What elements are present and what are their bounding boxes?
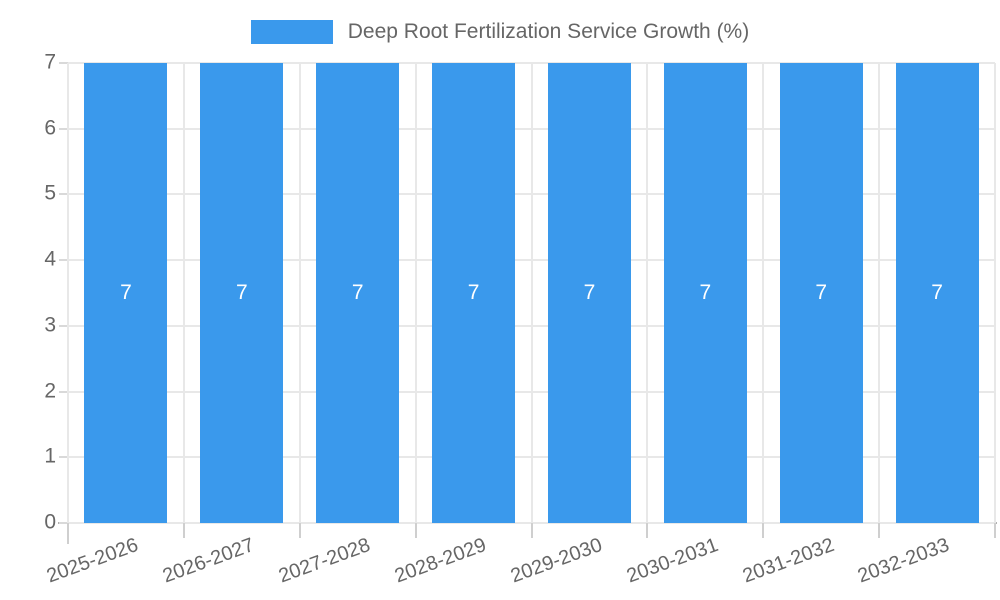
x-axis-tick-label: 2028-2029 [391,534,490,588]
y-tick [59,324,68,327]
y-axis-labels: 0 1 2 3 4 5 6 7 [0,51,56,534]
x-tick [878,523,881,538]
x-axis-tick-label: 2031-2032 [739,534,837,588]
gridline-vertical [530,63,533,523]
bar[interactable]: 7 [547,63,631,523]
y-axis-tick-label: 7 [44,50,56,74]
legend-label: Deep Root Fertilization Service Growth (… [347,20,750,43]
gridline-vertical [994,63,996,523]
bar-value-label: 7 [583,281,596,304]
bar[interactable]: 7 [200,63,284,523]
y-tick [59,390,68,393]
bar[interactable]: 7 [779,63,863,523]
bar[interactable]: 7 [316,63,400,523]
x-axis-tick-label: 2029-2030 [507,534,605,588]
y-axis-tick-label: 5 [44,181,56,205]
x-tick [994,523,996,538]
legend-swatch [250,20,333,44]
x-tick [67,523,69,544]
gridline-vertical [182,63,185,523]
x-tick [530,523,533,538]
gridline-vertical [878,63,881,523]
bar-value-label: 7 [815,281,828,304]
y-tick [59,522,68,524]
gridline-vertical [67,63,69,523]
bar-value-label: 7 [699,281,712,304]
x-tick [762,523,765,538]
y-axis-tick-label: 6 [44,116,56,140]
gridline-vertical [298,63,301,523]
y-tick [59,127,68,130]
bar-value-label: 7 [467,281,480,304]
bar-value-label: 7 [235,281,248,304]
x-axis-tick-label: 2032-2033 [855,534,953,588]
plot-area: 7 7 7 7 7 7 7 7 [59,62,996,524]
x-axis-tick-label: 2026-2027 [159,534,258,588]
y-axis-tick-label: 0 [44,510,56,534]
x-tick [298,523,301,538]
y-tick [59,259,68,262]
bar-value-label: 7 [351,281,364,304]
x-axis-tick-label: 2027-2028 [275,534,374,588]
legend[interactable]: Deep Root Fertilization Service Growth (… [0,18,1000,46]
x-tick [182,523,185,538]
y-tick [59,62,68,64]
x-tick [646,523,649,538]
bar[interactable]: 7 [84,63,168,523]
x-axis-tick-label: 2030-2031 [623,534,721,588]
bar[interactable]: 7 [663,63,747,523]
bar-value-label: 7 [931,281,943,304]
y-axis-tick-label: 1 [44,444,56,468]
gridline-vertical [414,63,417,523]
bar[interactable]: 7 [432,63,516,523]
y-tick [59,456,68,459]
x-axis-tick-label: 2025-2026 [44,534,142,588]
gridline-vertical [646,63,649,523]
x-axis-labels: 2025-2026 2026-2027 2027-2028 2028-2029 2029… [44,534,995,600]
y-axis-tick-label: 3 [44,313,56,337]
x-axis-ticks [67,523,996,544]
x-tick [414,523,417,538]
y-tick [59,193,68,196]
y-axis-tick-label: 4 [44,247,56,271]
gridline-vertical [762,63,765,523]
bars: 7 7 7 7 7 7 7 7 [68,63,995,523]
bar-value-label: 7 [120,281,132,304]
bar[interactable]: 7 [895,63,979,523]
y-axis-tick-label: 2 [44,379,56,403]
